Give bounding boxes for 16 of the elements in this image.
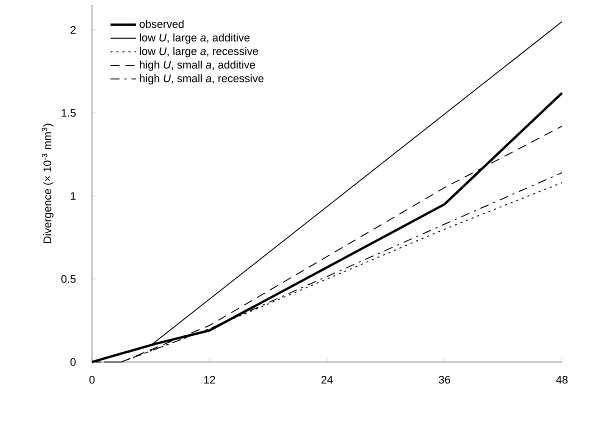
- x-tick-label: 24: [321, 376, 333, 384]
- legend-label: low U, large a, additive: [140, 33, 250, 44]
- y-tick-label: 1.5: [62, 109, 76, 117]
- legend-label: high U, small a, additive: [140, 60, 256, 71]
- x-tick-label: 48: [556, 376, 568, 384]
- x-tick-label: 0: [89, 376, 95, 384]
- y-tick-label: 0: [70, 358, 76, 366]
- legend-label: high U, small a, recessive: [140, 74, 264, 84]
- x-tick-label: 36: [438, 376, 450, 384]
- y-axis-title: Divergence (× 10$^{-3}$ mm$^{3}$): [42, 124, 54, 243]
- y-tick-label: 0.5: [61, 275, 76, 283]
- legend-label: observed: [140, 20, 184, 28]
- legend-label: low U, large a, recessive: [140, 47, 258, 58]
- x-tick-label: 12: [204, 376, 216, 384]
- y-tick-label: 2: [70, 26, 76, 34]
- y-tick-label: 1: [70, 192, 76, 200]
